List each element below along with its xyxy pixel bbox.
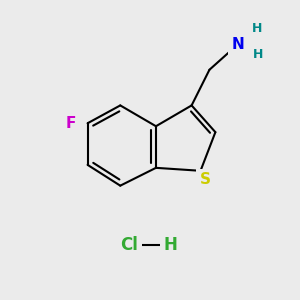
Text: H: H xyxy=(252,22,262,34)
Text: F: F xyxy=(66,116,76,131)
Text: H: H xyxy=(253,48,264,62)
Text: N: N xyxy=(231,37,244,52)
Text: H: H xyxy=(164,236,178,254)
Text: S: S xyxy=(200,172,211,187)
Text: Cl: Cl xyxy=(120,236,138,254)
